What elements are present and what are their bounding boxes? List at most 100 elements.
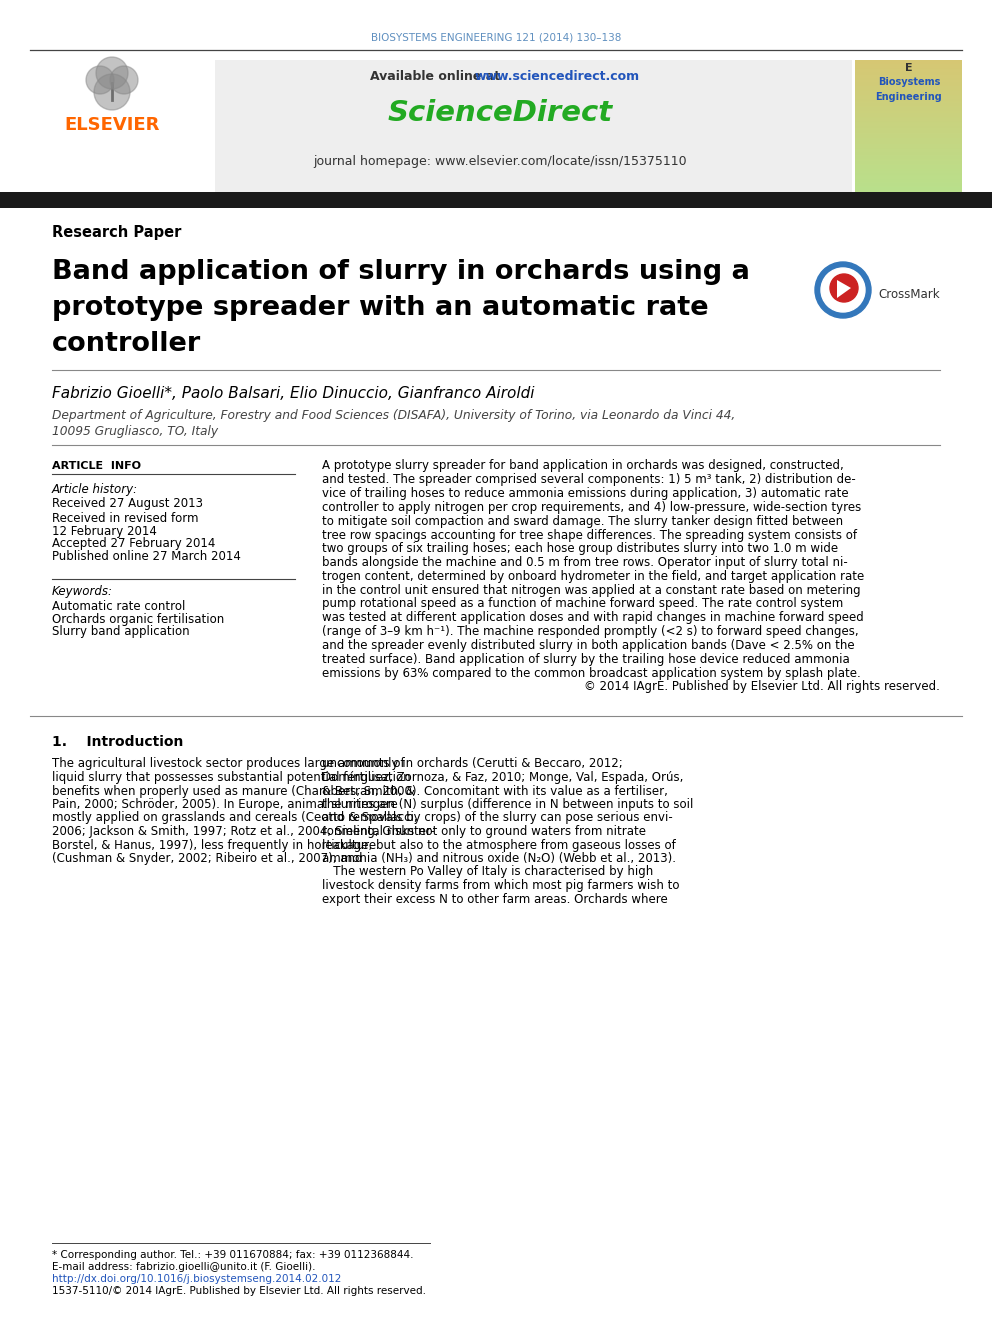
- Bar: [855, 65, 962, 66]
- Bar: [855, 161, 962, 163]
- Text: controller: controller: [52, 331, 201, 357]
- Bar: [855, 131, 962, 132]
- Text: Received in revised form: Received in revised form: [52, 512, 198, 524]
- Text: 10095 Grugliasco, TO, Italy: 10095 Grugliasco, TO, Italy: [52, 425, 218, 438]
- Text: BIOSYSTEMS ENGINEERING 121 (2014) 130–138: BIOSYSTEMS ENGINEERING 121 (2014) 130–13…: [371, 33, 621, 44]
- Bar: [855, 91, 962, 93]
- Bar: [30, 60, 215, 194]
- Circle shape: [815, 262, 871, 318]
- Text: export their excess N to other farm areas. Orchards where: export their excess N to other farm area…: [322, 893, 668, 905]
- Bar: [855, 73, 962, 74]
- Bar: [855, 147, 962, 148]
- Text: Orchards organic fertilisation: Orchards organic fertilisation: [52, 613, 224, 626]
- Text: 1.    Introduction: 1. Introduction: [52, 736, 184, 749]
- Bar: [855, 189, 962, 191]
- Bar: [855, 139, 962, 140]
- Bar: [855, 101, 962, 102]
- Text: and the spreader evenly distributed slurry in both application bands (Dave < 2.5: and the spreader evenly distributed slur…: [322, 639, 855, 652]
- Bar: [855, 85, 962, 86]
- Text: ARTICLE  INFO: ARTICLE INFO: [52, 460, 141, 471]
- Bar: [855, 183, 962, 184]
- Text: ELSEVIER: ELSEVIER: [64, 116, 160, 134]
- Text: and tested. The spreader comprised several components: 1) 5 m³ tank, 2) distribu: and tested. The spreader comprised sever…: [322, 474, 856, 487]
- Bar: [855, 171, 962, 172]
- Bar: [855, 143, 962, 144]
- Bar: [855, 176, 962, 177]
- Bar: [855, 124, 962, 126]
- Bar: [0, 192, 992, 208]
- Bar: [855, 87, 962, 89]
- Text: 1537-5110/© 2014 IAgrE. Published by Elsevier Ltd. All rights reserved.: 1537-5110/© 2014 IAgrE. Published by Els…: [52, 1286, 426, 1297]
- Bar: [855, 187, 962, 188]
- Text: 2006; Jackson & Smith, 1997; Rotz et al., 2004; Sieling, Ghunter-: 2006; Jackson & Smith, 1997; Rotz et al.…: [52, 826, 434, 837]
- Text: treated surface). Band application of slurry by the trailing hose device reduced: treated surface). Band application of sl…: [322, 652, 850, 665]
- Bar: [855, 86, 962, 87]
- Bar: [855, 149, 962, 151]
- Bar: [855, 105, 962, 106]
- Bar: [855, 83, 962, 85]
- Bar: [855, 167, 962, 168]
- Bar: [855, 66, 962, 67]
- Bar: [855, 188, 962, 189]
- Text: Fabrizio Gioelli*, Paolo Balsari, Elio Dinuccio, Gianfranco Airoldi: Fabrizio Gioelli*, Paolo Balsari, Elio D…: [52, 385, 535, 401]
- Circle shape: [96, 57, 128, 89]
- Bar: [855, 152, 962, 153]
- Bar: [855, 110, 962, 111]
- Bar: [855, 177, 962, 179]
- Bar: [855, 119, 962, 120]
- Text: Band application of slurry in orchards using a: Band application of slurry in orchards u…: [52, 259, 750, 284]
- Bar: [855, 160, 962, 161]
- Bar: [855, 164, 962, 165]
- Text: uncommonly in orchards (Cerutti & Beccaro, 2012;: uncommonly in orchards (Cerutti & Beccar…: [322, 758, 623, 770]
- Text: Slurry band application: Slurry band application: [52, 626, 189, 639]
- Bar: [855, 115, 962, 116]
- Bar: [855, 146, 962, 147]
- Bar: [855, 98, 962, 99]
- Bar: [855, 114, 962, 115]
- Bar: [855, 181, 962, 183]
- Bar: [855, 81, 962, 82]
- Text: (Cushman & Snyder, 2002; Ribeiro et al., 2007), and: (Cushman & Snyder, 2002; Ribeiro et al.,…: [52, 852, 362, 865]
- Bar: [855, 156, 962, 157]
- Bar: [855, 69, 962, 71]
- Circle shape: [110, 66, 138, 94]
- Circle shape: [86, 66, 114, 94]
- Bar: [855, 192, 962, 193]
- Text: was tested at different application doses and with rapid changes in machine forw: was tested at different application dose…: [322, 611, 864, 624]
- Bar: [855, 128, 962, 130]
- Text: The agricultural livestock sector produces large amounts of: The agricultural livestock sector produc…: [52, 758, 405, 770]
- Text: Research Paper: Research Paper: [52, 225, 182, 239]
- Text: controller to apply nitrogen per crop requirements, and 4) low-pressure, wide-se: controller to apply nitrogen per crop re…: [322, 501, 861, 513]
- Bar: [855, 78, 962, 79]
- Text: prototype spreader with an automatic rate: prototype spreader with an automatic rat…: [52, 295, 708, 321]
- Bar: [855, 123, 962, 124]
- Text: tree row spacings accounting for tree shape differences. The spreading system co: tree row spacings accounting for tree sh…: [322, 528, 857, 541]
- Bar: [855, 191, 962, 192]
- Circle shape: [830, 274, 858, 302]
- Bar: [855, 155, 962, 156]
- Bar: [855, 107, 962, 108]
- Text: trogen content, determined by onboard hydrometer in the field, and target applic: trogen content, determined by onboard hy…: [322, 570, 864, 583]
- Bar: [855, 127, 962, 128]
- Bar: [855, 163, 962, 164]
- Text: * Corresponding author. Tel.: +39 011670884; fax: +39 0112368844.: * Corresponding author. Tel.: +39 011670…: [52, 1250, 414, 1259]
- Bar: [855, 151, 962, 152]
- Bar: [855, 61, 962, 62]
- Bar: [855, 135, 962, 138]
- Text: © 2014 IAgrE. Published by Elsevier Ltd. All rights reserved.: © 2014 IAgrE. Published by Elsevier Ltd.…: [584, 680, 940, 693]
- Text: journal homepage: www.elsevier.com/locate/issn/15375110: journal homepage: www.elsevier.com/locat…: [313, 156, 686, 168]
- Bar: [855, 93, 962, 94]
- Bar: [855, 67, 962, 69]
- Bar: [855, 111, 962, 112]
- Bar: [855, 185, 962, 187]
- Text: A prototype slurry spreader for band application in orchards was designed, const: A prototype slurry spreader for band app…: [322, 459, 844, 472]
- Text: ScienceDirect: ScienceDirect: [388, 99, 613, 127]
- Bar: [855, 62, 962, 64]
- Bar: [855, 179, 962, 180]
- Text: liquid slurry that possesses substantial potential fertilisation: liquid slurry that possesses substantial…: [52, 771, 411, 785]
- Bar: [855, 144, 962, 146]
- Text: www.sciencedirect.com: www.sciencedirect.com: [475, 70, 640, 83]
- Text: emissions by 63% compared to the common broadcast application system by splash p: emissions by 63% compared to the common …: [322, 667, 861, 680]
- Bar: [855, 134, 962, 135]
- Text: E: E: [905, 64, 913, 73]
